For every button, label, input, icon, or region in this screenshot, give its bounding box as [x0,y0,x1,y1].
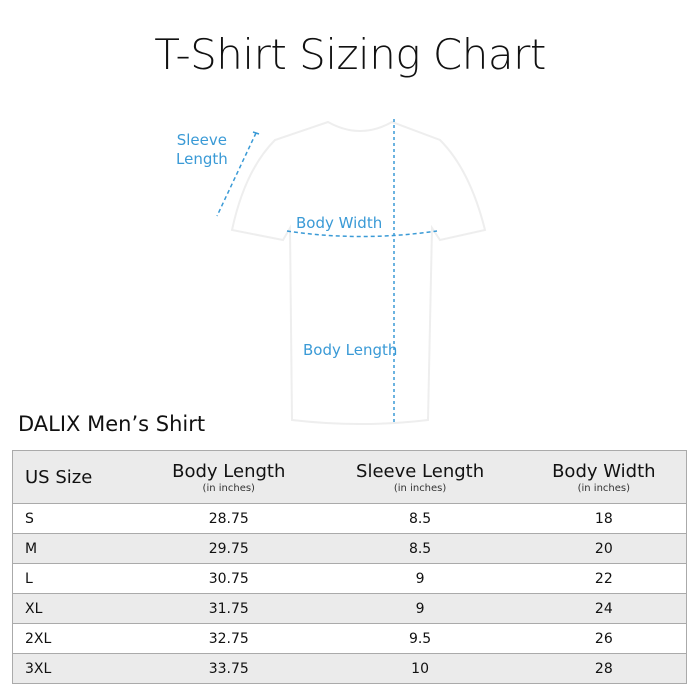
header-label: Body Length [172,460,286,482]
table-cell: 28.75 [138,503,319,534]
column-header: Body Width (in inches) [521,450,687,504]
tshirt-diagram [216,119,487,425]
tshirt-shape [230,120,487,425]
table-cell: 9 [318,563,522,594]
header-unit: (in inches) [202,482,255,494]
header-label: Body Width [552,460,656,482]
table-cell: 10 [318,653,522,684]
table-cell: 9 [318,593,522,624]
table-row: XL 31.75 9 24 [12,593,687,624]
table-row: 2XL 32.75 9.5 26 [12,623,687,654]
column-header: Sleeve Length (in inches) [318,450,522,504]
page-title: T-Shirt Sizing Chart [154,30,546,79]
table-cell: 20 [521,533,687,564]
sleeve-measure-line [216,132,257,217]
sleeve-length-label: Sleeve Length [176,131,228,168]
table-row: S 28.75 8.5 18 [12,503,687,534]
table-cell: 22 [521,563,687,594]
body-width-label: Body Width [296,214,383,232]
body-length-label: Body Length [303,341,398,359]
column-header: US Size [12,450,139,504]
table-cell: 8.5 [318,533,522,564]
header-unit: (in inches) [393,482,447,494]
table-cell: S [12,503,139,534]
column-header: Body Length (in inches) [138,450,319,504]
table-cell: XL [12,593,139,624]
table-cell: 3XL [12,653,139,684]
table-cell: 9.5 [318,623,522,654]
table-cell: 28 [521,653,687,684]
width-measure-line [286,230,438,238]
table-cell: L [12,563,139,594]
size-table: US Size Body Length (in inches) Sleeve Leng… [12,450,687,684]
table-cell: 24 [521,593,687,624]
table-row: L 30.75 9 22 [12,563,687,594]
table-cell: 18 [521,503,687,534]
table-row: M 29.75 8.5 20 [12,533,687,564]
table-cell: M [12,533,139,564]
table-cell: 32.75 [138,623,319,654]
table-cell: 8.5 [318,503,522,534]
table-cell: 33.75 [138,653,319,684]
table-row: 3XL 33.75 10 28 [12,653,687,684]
table-title: DALIX Men’s Shirt [18,412,206,436]
table-cell: 29.75 [138,533,319,564]
header-label: US Size [25,466,93,488]
table-cell: 2XL [12,623,139,654]
table-cell: 31.75 [138,593,319,624]
header-unit: (in inches) [577,482,631,494]
table-cell: 30.75 [138,563,319,594]
header-label: Sleeve Length [356,460,485,482]
table-cell: 26 [521,623,687,654]
